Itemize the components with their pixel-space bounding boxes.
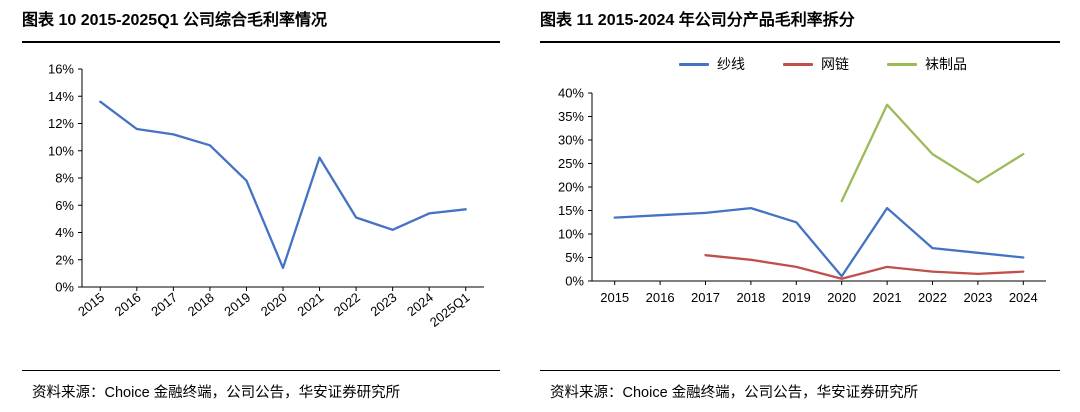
- source-note: 资料来源：Choice 金融终端，公司公告，华安证券研究所: [32, 385, 401, 401]
- svg-text:2017: 2017: [148, 290, 180, 320]
- svg-text:2019: 2019: [221, 290, 253, 320]
- svg-text:12%: 12%: [48, 116, 74, 131]
- svg-text:2018: 2018: [185, 290, 217, 320]
- gross-margin-line-chart: 0% 2% 4% 6% 8% 10% 12% 14% 16% 2015 2016 2017 2018 20…: [22, 57, 500, 357]
- svg-text:2016: 2016: [112, 290, 144, 320]
- svg-text:2025Q1: 2025Q1: [427, 290, 473, 330]
- source-divider: [22, 370, 500, 371]
- svg-text:25%: 25%: [558, 156, 584, 171]
- svg-text:2024: 2024: [1009, 290, 1038, 305]
- svg-text:5%: 5%: [565, 250, 584, 265]
- source-divider: [540, 370, 1060, 371]
- svg-text:10%: 10%: [48, 143, 74, 158]
- svg-text:14%: 14%: [48, 89, 74, 104]
- svg-text:2015: 2015: [75, 290, 107, 320]
- svg-text:2022: 2022: [331, 290, 363, 320]
- svg-text:0%: 0%: [565, 274, 584, 289]
- svg-text:20%: 20%: [558, 180, 584, 195]
- legend-label: 纱线: [717, 56, 745, 72]
- legend-item: 纱线: [679, 54, 745, 74]
- svg-text:35%: 35%: [558, 109, 584, 124]
- legend-line-swatch: [679, 62, 709, 66]
- right-chart-title: 图表 11 2015-2024 年公司分产品毛利率拆分: [540, 12, 855, 29]
- svg-text:30%: 30%: [558, 133, 584, 148]
- legend-label: 网链: [821, 56, 849, 72]
- legend-item: 网链: [783, 54, 849, 74]
- svg-text:2017: 2017: [691, 290, 720, 305]
- svg-text:2020: 2020: [258, 290, 290, 320]
- svg-text:2021: 2021: [873, 290, 902, 305]
- left-chart-title: 图表 10 2015-2025Q1 公司综合毛利率情况: [22, 12, 327, 29]
- svg-text:4%: 4%: [55, 225, 74, 240]
- legend-line-swatch: [887, 62, 917, 66]
- svg-text:2018: 2018: [736, 290, 765, 305]
- svg-text:2020: 2020: [827, 290, 856, 305]
- title-divider: [22, 41, 500, 43]
- svg-text:16%: 16%: [48, 62, 74, 77]
- svg-text:0%: 0%: [55, 280, 74, 295]
- svg-text:6%: 6%: [55, 198, 74, 213]
- svg-text:15%: 15%: [558, 203, 584, 218]
- right-chart-panel: 图表 11 2015-2024 年公司分产品毛利率拆分 纱线 网链 袜制品 0% 5%…: [540, 10, 1060, 402]
- svg-text:2021: 2021: [294, 290, 326, 320]
- svg-text:2019: 2019: [782, 290, 811, 305]
- left-chart-panel: 图表 10 2015-2025Q1 公司综合毛利率情况 0% 2% 4% 6% 8% 10…: [22, 10, 500, 402]
- svg-text:2023: 2023: [963, 290, 992, 305]
- legend-line-swatch: [783, 62, 813, 66]
- svg-text:2%: 2%: [55, 252, 74, 267]
- svg-text:2015: 2015: [600, 290, 629, 305]
- chart-legend: 纱线 网链 袜制品: [586, 53, 1060, 75]
- left-source-block: 资料来源：Choice 金融终端，公司公告，华安证券研究所: [22, 370, 500, 402]
- svg-text:10%: 10%: [558, 227, 584, 242]
- legend-item: 袜制品: [887, 54, 967, 74]
- svg-text:40%: 40%: [558, 86, 584, 101]
- svg-text:2022: 2022: [918, 290, 947, 305]
- right-source-block: 资料来源：Choice 金融终端，公司公告，华安证券研究所: [540, 370, 1060, 402]
- title-divider: [540, 41, 1060, 43]
- legend-label: 袜制品: [925, 56, 967, 72]
- svg-text:2023: 2023: [367, 290, 399, 320]
- svg-text:8%: 8%: [55, 171, 74, 186]
- product-margin-line-chart: 0% 5% 10% 15% 20% 25% 30% 35% 40% 2015 2016 2017 201…: [540, 85, 1060, 317]
- source-note: 资料来源：Choice 金融终端，公司公告，华安证券研究所: [550, 385, 919, 401]
- svg-text:2016: 2016: [646, 290, 675, 305]
